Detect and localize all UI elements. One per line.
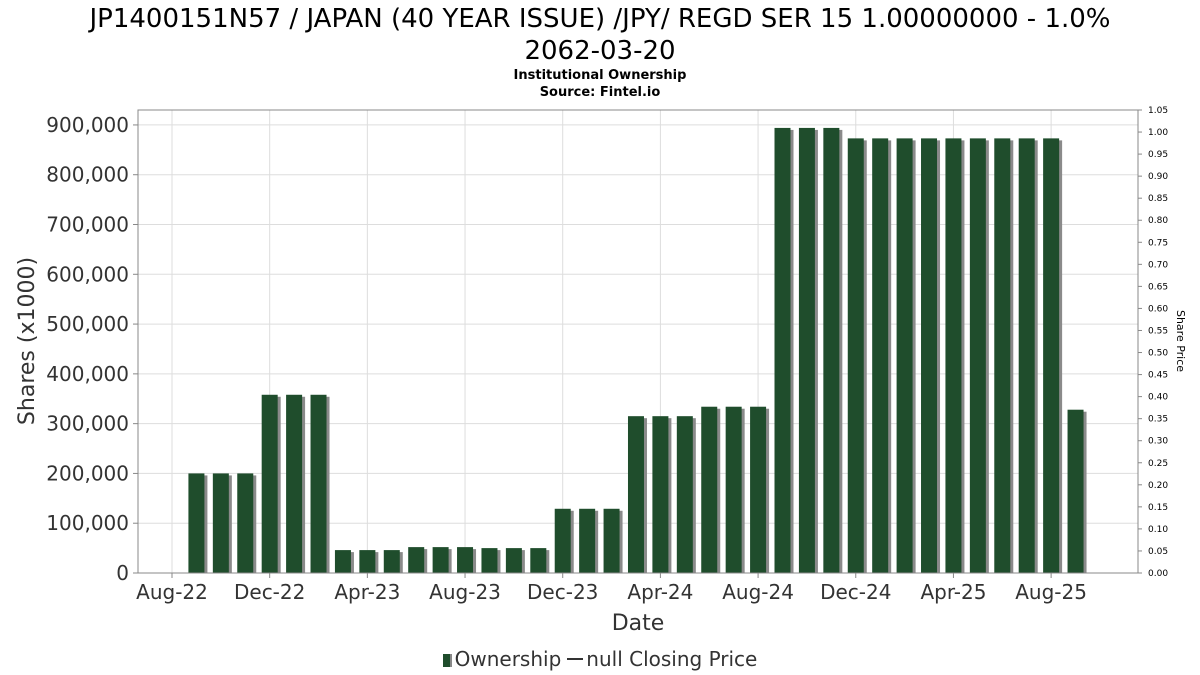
ownership-chart: 0 100,000 200,000 300,000 400,000 500,000 600,…: [15, 106, 1187, 636]
bar: [750, 406, 767, 573]
bar: [579, 508, 596, 573]
y-axis-label: Shares (x1000): [15, 257, 40, 425]
y2-tick-label: 0.20: [1148, 481, 1168, 491]
bar: [530, 548, 547, 573]
y2-tick-label: 1.00: [1148, 128, 1168, 138]
bar: [554, 508, 571, 573]
x-tick-label: Aug-22: [136, 580, 208, 604]
bar: [627, 416, 644, 573]
chart-title-line2: 2062-03-20: [524, 36, 676, 66]
y2-tick-label: 0.90: [1148, 172, 1168, 182]
bar: [969, 138, 986, 573]
bar: [1043, 138, 1060, 573]
y-tick-label: 800,000: [46, 163, 129, 187]
bar: [432, 547, 449, 573]
bar: [847, 138, 864, 573]
bar: [286, 394, 303, 573]
bar: [1067, 409, 1084, 573]
x-tick-label: Dec-22: [234, 580, 305, 604]
bar: [603, 508, 620, 573]
bar: [383, 550, 400, 573]
bar: [310, 394, 327, 573]
y2-tick-label: 0.05: [1148, 547, 1168, 557]
bar: [798, 127, 815, 573]
y2-tick-label: 0.55: [1148, 326, 1168, 336]
bar: [261, 394, 278, 573]
x-tick-label: Apr-24: [627, 580, 693, 604]
x-tick-label: Dec-24: [820, 580, 891, 604]
y2-tick-label: 1.05: [1148, 106, 1168, 116]
bar: [457, 547, 474, 573]
chart-legend: Ownership null Closing Price: [0, 647, 1200, 671]
bar: [896, 138, 913, 573]
x-tick-label: Apr-23: [334, 580, 400, 604]
y2-tick-label: 0.70: [1148, 260, 1168, 270]
x-tick-label: Aug-23: [429, 580, 501, 604]
y-tick-label: 200,000: [46, 461, 129, 485]
y2-tick-label: 0.50: [1148, 349, 1168, 359]
y2-axis-label: Share Price: [1174, 310, 1187, 372]
bar: [994, 138, 1011, 573]
bar: [1018, 138, 1035, 573]
ownership-legend-swatch: [442, 654, 452, 667]
legend-ownership-label: Ownership: [454, 647, 562, 671]
y2-tick-label: 0.10: [1148, 525, 1168, 535]
bar: [872, 138, 889, 573]
bar: [921, 138, 938, 573]
y2-tick-label: 0.85: [1148, 194, 1168, 204]
y2-tick-label: 0.95: [1148, 150, 1168, 160]
y-tick-label: 0: [116, 561, 129, 585]
y2-tick-label: 0.65: [1148, 282, 1168, 292]
x-tick-label: Apr-25: [920, 580, 986, 604]
y-tick-label: 500,000: [46, 312, 129, 336]
x-tick-label: Aug-24: [722, 580, 794, 604]
bar: [774, 127, 791, 573]
bar: [359, 550, 376, 573]
legend-closing-price-label: null Closing Price: [586, 647, 758, 671]
y2-tick-label: 0.40: [1148, 393, 1168, 403]
y2-tick-label: 0.00: [1148, 569, 1168, 579]
bar: [505, 548, 522, 573]
bar: [237, 473, 254, 573]
bar: [676, 416, 693, 573]
y-tick-label: 700,000: [46, 213, 129, 237]
y2-tick-label: 0.30: [1148, 437, 1168, 447]
y-tick-label: 600,000: [46, 262, 129, 286]
bar: [212, 473, 229, 573]
chart-source: Source: Fintel.io: [539, 85, 661, 100]
bar: [334, 550, 351, 573]
chart-title-line1: JP1400151N57 / JAPAN (40 YEAR ISSUE) /JP…: [89, 4, 1111, 34]
x-tick-label: Aug-25: [1015, 580, 1087, 604]
y2-tick-label: 0.60: [1148, 304, 1168, 314]
y2-tick-label: 0.80: [1148, 216, 1168, 226]
bar: [823, 127, 840, 573]
x-tick-label: Dec-23: [527, 580, 598, 604]
bar: [725, 406, 742, 573]
y2-tick-label: 0.25: [1148, 459, 1168, 469]
bar: [652, 416, 669, 573]
y-tick-label: 100,000: [46, 511, 129, 535]
bar: [408, 547, 425, 573]
closing-price-legend-line: [567, 658, 584, 660]
y2-tick-label: 0.15: [1148, 503, 1168, 513]
bar: [481, 548, 498, 573]
y-tick-label: 900,000: [46, 113, 129, 137]
y-tick-label: 300,000: [46, 412, 129, 436]
plot-frame: [137, 109, 1139, 574]
bar: [188, 473, 205, 573]
x-axis-label: Date: [612, 611, 665, 636]
y2-tick-label: 0.35: [1148, 415, 1168, 425]
y2-tick-label: 0.75: [1148, 238, 1168, 248]
bar: [701, 406, 718, 573]
chart-subtitle: Institutional Ownership: [513, 68, 687, 83]
y2-tick-label: 0.45: [1148, 371, 1168, 381]
bar: [945, 138, 962, 573]
y-tick-label: 400,000: [46, 362, 129, 386]
